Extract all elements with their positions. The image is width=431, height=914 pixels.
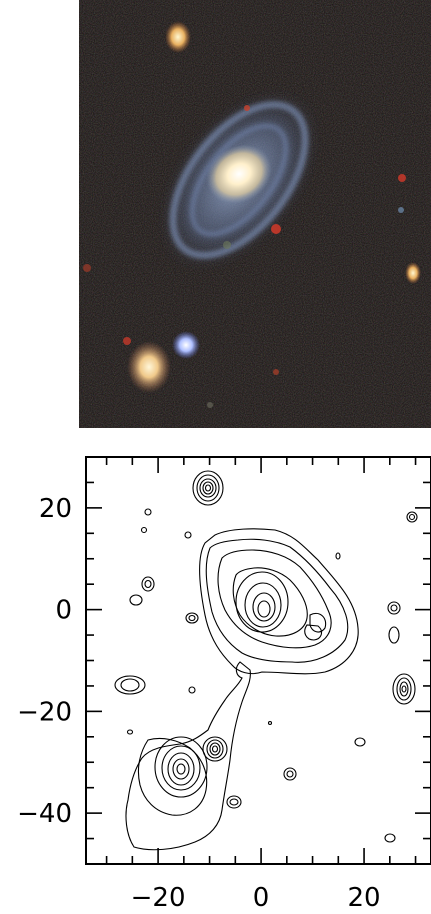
- main-galaxy-outer-contour: [199, 528, 359, 675]
- axis-tick-labels: −20 0 20 20 0 −20 −40: [17, 494, 380, 913]
- blue-star: [172, 331, 200, 359]
- x-tick-label: 20: [348, 883, 381, 913]
- contour-map: −20 0 20 20 0 −20 −40: [17, 456, 431, 913]
- red-star: [244, 105, 250, 111]
- right-star-contour: [392, 673, 416, 705]
- tidal-bridge-contour: [125, 661, 251, 851]
- y-tick-label: 20: [39, 494, 72, 524]
- plot-frame: [85, 456, 431, 865]
- red-star: [83, 264, 91, 272]
- faint-star: [398, 207, 404, 213]
- top-star-contour: [192, 470, 224, 506]
- red-star: [123, 337, 131, 345]
- x-tick-label: −20: [131, 883, 186, 913]
- red-star: [273, 369, 279, 375]
- right-star: [405, 262, 421, 284]
- x-tick-label: 0: [253, 883, 270, 913]
- faint-star: [223, 241, 231, 249]
- top-star: [165, 21, 191, 53]
- axis-ticks: [86, 457, 431, 864]
- faint-star: [207, 402, 213, 408]
- contours: [114, 470, 418, 851]
- y-tick-label: −20: [17, 697, 72, 727]
- red-star: [271, 224, 281, 234]
- galaxy-core: [206, 144, 272, 204]
- companion-galaxy: [127, 341, 171, 393]
- red-star: [398, 174, 406, 182]
- y-tick-label: −40: [17, 799, 72, 829]
- galaxy-color-image: [79, 0, 431, 428]
- y-tick-label: 0: [55, 596, 72, 626]
